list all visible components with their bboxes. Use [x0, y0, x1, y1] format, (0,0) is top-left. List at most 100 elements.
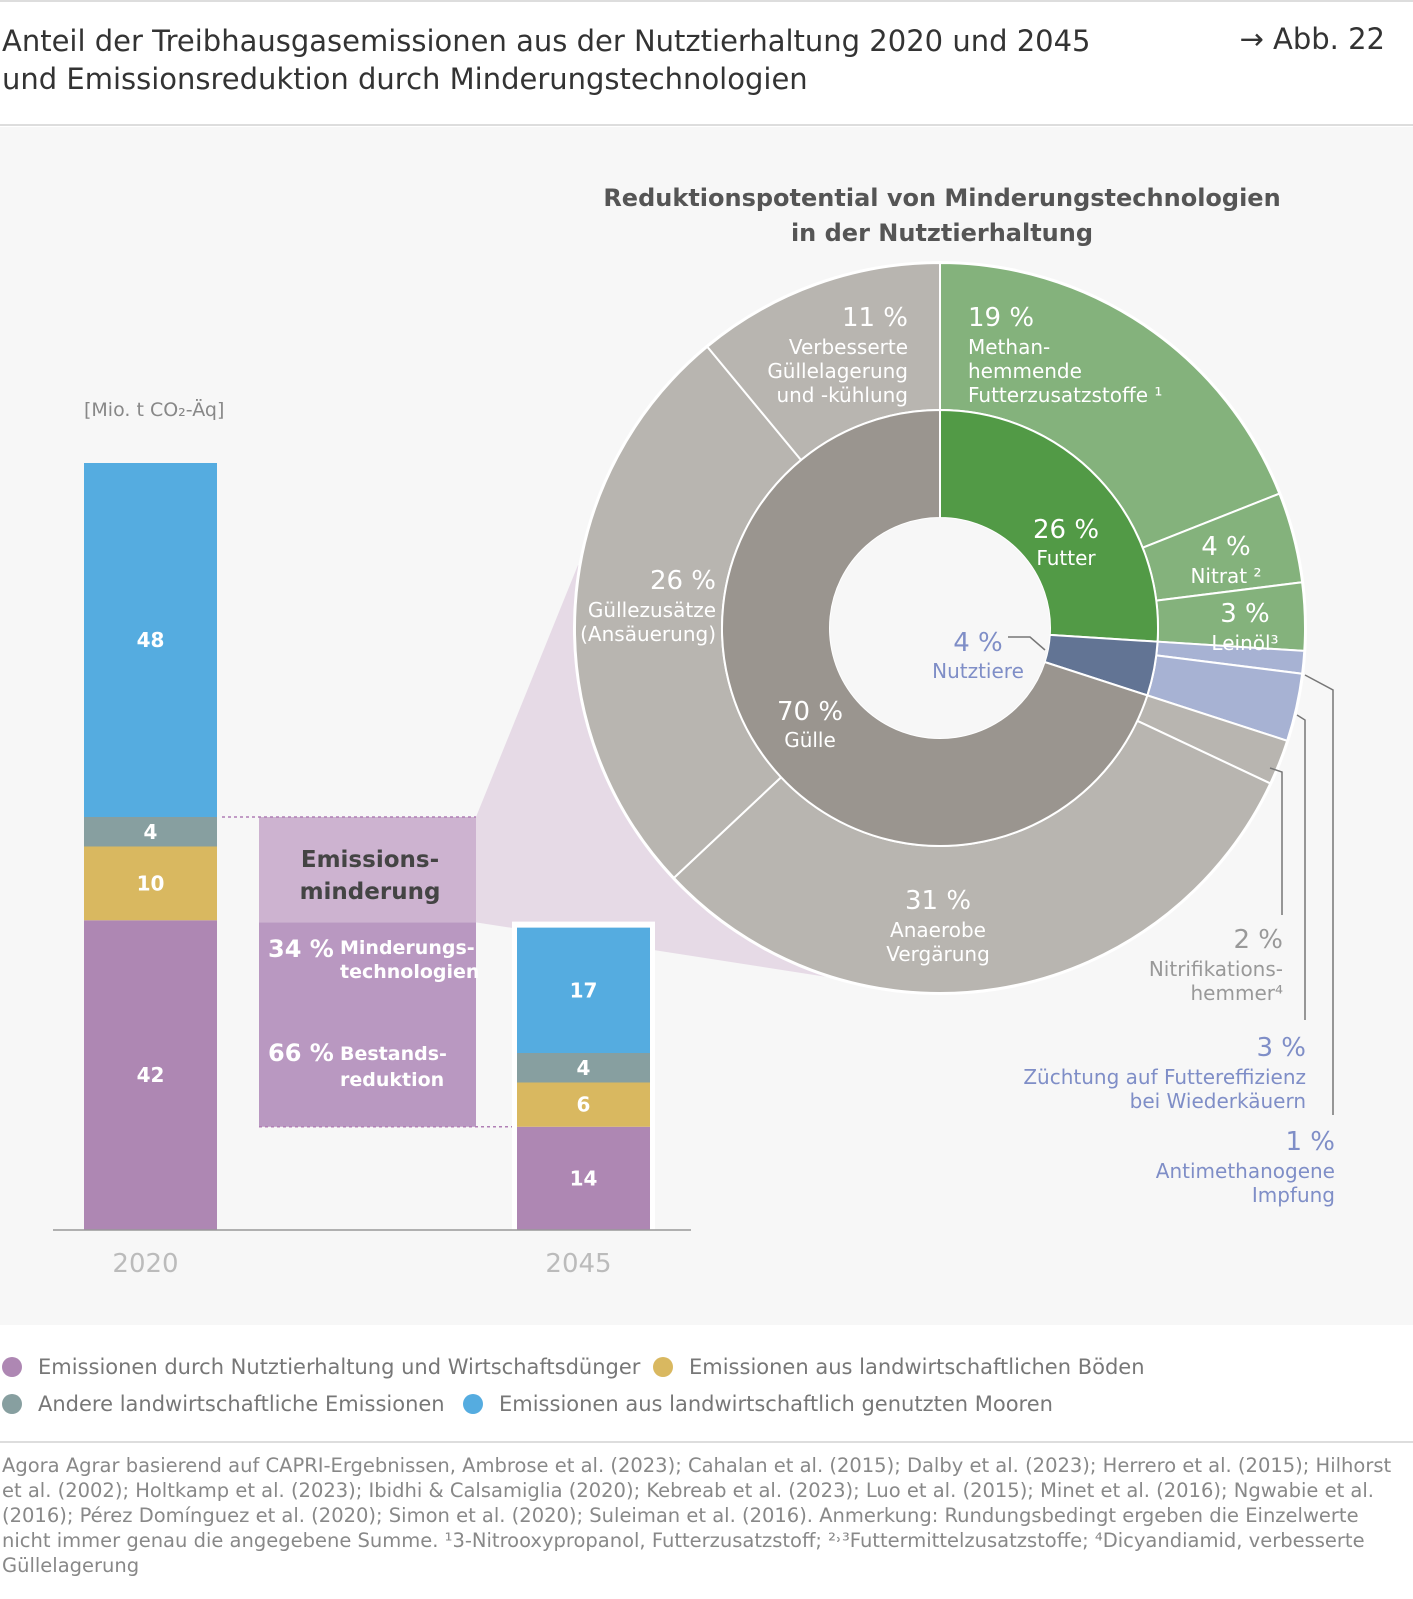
slice-label: Nitrifikations- — [1149, 957, 1283, 981]
bar-segment-2045-2 — [517, 1053, 650, 1083]
bar-value-label: 17 — [570, 978, 598, 1002]
reduction-title: Emissions- — [301, 847, 439, 873]
reduction-box-1 — [259, 922, 476, 1127]
slice-pct: 2 % — [1233, 925, 1283, 955]
legend-item-other: Andere landwirtschaftliche Emissionen — [2, 1392, 445, 1416]
outer-label-7: 26 %Güllezusätze(Ansäuerung) — [580, 566, 716, 646]
bar-value-label: 14 — [570, 1166, 598, 1190]
reduction-label: reduktion — [340, 1069, 444, 1091]
reduction-label: Bestands- — [340, 1043, 447, 1065]
slice-pct: 4 % — [1201, 532, 1251, 562]
legend-label: Emissionen aus landwirtschaftlich genutz… — [499, 1392, 1053, 1416]
reduction-pct: 66 % — [268, 1039, 334, 1067]
x-tick-label: 2045 — [545, 1249, 611, 1279]
reduction-label: Minderungs- — [340, 937, 475, 959]
slice-label: Anaerobe — [890, 918, 986, 942]
pie-title: Reduktionspotential von Minderungstechno… — [603, 184, 1280, 212]
leader-line — [1304, 674, 1334, 1115]
slice-label: Futterzusatzstoffe ¹ — [968, 383, 1162, 407]
legend-item-peat: Emissionen aus landwirtschaftlich genutz… — [463, 1392, 1053, 1416]
bar-segment-2020-2 — [84, 817, 217, 847]
inner-label-0: 26 %Futter — [1033, 515, 1099, 570]
slice-label: Züchtung auf Futtereffizienz — [1023, 1065, 1306, 1089]
title-line-2: und Emissionsreduktion durch Minderungst… — [2, 62, 808, 96]
donut-hole — [830, 518, 1050, 738]
reduction-title: minderung — [300, 879, 441, 905]
slice-pct: 26 % — [650, 566, 716, 596]
inner-label-2: 70 %Gülle — [777, 697, 843, 752]
title-line-1: Anteil der Treibhausgasemissionen aus de… — [2, 24, 1091, 58]
outer-label-2: 3 %Leinöl³ — [1211, 599, 1278, 655]
slice-label: und -kühlung — [776, 383, 908, 407]
bar-value-label: 4 — [577, 1056, 591, 1080]
bar-segment-2020-1 — [84, 846, 217, 921]
slice-pct: 26 % — [1033, 515, 1099, 545]
leader-line — [1269, 767, 1283, 915]
title-divider — [0, 124, 1413, 126]
slice-label: hemmer⁴ — [1191, 981, 1284, 1005]
bar-segment-2045-3 — [517, 927, 650, 1053]
reduction-pct: 34 % — [268, 935, 334, 963]
legend-swatch — [653, 1357, 673, 1377]
slice-label: Impfung — [1252, 1183, 1335, 1207]
bar-value-label: 6 — [577, 1093, 591, 1117]
legend-label: Emissionen aus landwirtschaftlichen Böde… — [689, 1355, 1145, 1379]
slice-label: hemmende — [968, 359, 1082, 383]
reduction-label: technologien — [340, 961, 479, 983]
bar-segment-2020-3 — [84, 463, 217, 817]
slice-label: Leinöl³ — [1211, 631, 1278, 655]
bar-value-label: 42 — [137, 1063, 165, 1087]
legend-label: Andere landwirtschaftliche Emissionen — [38, 1392, 445, 1416]
slice-pct: 19 % — [968, 303, 1034, 333]
legend-item-soils: Emissionen aus landwirtschaftlichen Böde… — [653, 1355, 1145, 1379]
slice-label: Gülle — [784, 728, 836, 752]
legend-label: Emissionen durch Nutztierhaltung und Wir… — [38, 1355, 641, 1379]
slice-pct: 70 % — [777, 697, 843, 727]
slice-pct: 3 % — [1256, 1033, 1306, 1063]
bar-value-label: 10 — [137, 871, 165, 895]
figure-title: Anteil der Treibhausgasemissionen aus de… — [2, 22, 1152, 98]
slice-pct: 4 % — [953, 628, 1003, 658]
pie-title: in der Nutztierhaltung — [791, 219, 1093, 247]
bar-value-label: 48 — [137, 628, 165, 652]
inner-label-1: 4 %Nutztiere — [932, 628, 1024, 683]
unit-label: [Mio. t CO₂-Äq] — [84, 398, 224, 421]
slice-pct: 3 % — [1220, 599, 1270, 629]
slice-label: Antimethanogene — [1156, 1159, 1335, 1183]
slice-pct: 11 % — [842, 303, 908, 333]
slice-pct: 1 % — [1285, 1127, 1335, 1157]
slice-label: Nitrat ² — [1190, 564, 1261, 588]
slice-label: Güllezusätze — [588, 598, 716, 622]
top-divider — [0, 0, 1413, 2]
slice-label: Nutztiere — [932, 659, 1024, 683]
x-tick-label: 2020 — [112, 1249, 178, 1279]
bar-value-label: 4 — [144, 820, 158, 844]
legend-swatch — [463, 1394, 483, 1414]
slice-label: (Ansäuerung) — [580, 622, 716, 646]
bar-segment-2045-0 — [517, 1126, 650, 1230]
leader-line — [1008, 636, 1046, 651]
outer-label-1: 4 %Nitrat ² — [1190, 532, 1261, 588]
slice-label: Güllelagerung — [767, 359, 908, 383]
bar-segment-2045-1 — [517, 1082, 650, 1127]
reduction-box-0 — [259, 817, 476, 923]
source-divider — [0, 1441, 1413, 1443]
slice-label: Vergärung — [886, 942, 990, 966]
legend-item-livestock: Emissionen durch Nutztierhaltung und Wir… — [2, 1355, 640, 1379]
slice-label: Methan- — [968, 335, 1050, 359]
slice-label: Futter — [1036, 546, 1096, 570]
slice-label: Verbesserte — [789, 335, 908, 359]
slice-label: bei Wiederkäuern — [1130, 1089, 1306, 1113]
figure-reference: → Abb. 22 — [1239, 22, 1385, 56]
outer-label-5: 2 %Nitrifikations-hemmer⁴ — [1149, 925, 1283, 1005]
chart-area: 42 10 4 48 2020 14 6 4 17 2045 [Mio. t CO₂-Äq] Emis… — [0, 127, 1413, 1325]
legend-swatch — [2, 1357, 22, 1377]
bar-segment-2020-0 — [84, 920, 217, 1230]
legend-swatch — [2, 1394, 22, 1414]
